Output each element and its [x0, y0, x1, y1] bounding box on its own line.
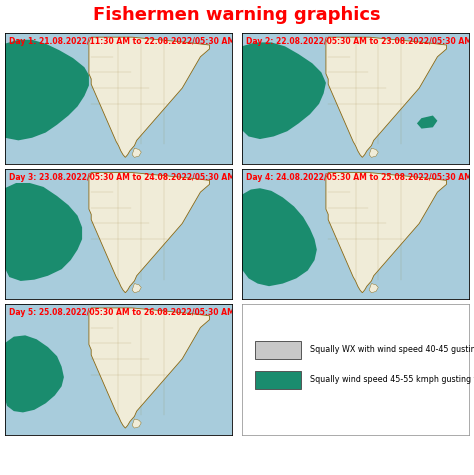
Polygon shape — [132, 148, 141, 157]
Text: Squally WX with wind speed 40-45 gusting to 55 kmph: Squally WX with wind speed 40-45 gusting… — [310, 345, 474, 354]
Polygon shape — [89, 172, 210, 293]
Polygon shape — [369, 148, 378, 157]
Text: Day 1: 21.08.2022/11:30 AM to 22.08.2022/05:30 AM: Day 1: 21.08.2022/11:30 AM to 22.08.2022… — [9, 37, 236, 46]
Text: Day 3: 23.08.2022/05:30 AM to 24.08.2022/05:30 AM: Day 3: 23.08.2022/05:30 AM to 24.08.2022… — [9, 172, 235, 181]
Polygon shape — [326, 37, 447, 157]
Polygon shape — [132, 284, 141, 293]
Polygon shape — [326, 172, 447, 293]
Text: Day 2: 22.08.2022/05:30 AM to 23.08.2022/05:30 AM: Day 2: 22.08.2022/05:30 AM to 23.08.2022… — [246, 37, 472, 46]
Polygon shape — [132, 419, 141, 428]
Polygon shape — [242, 42, 326, 139]
FancyBboxPatch shape — [255, 370, 301, 389]
Polygon shape — [5, 183, 82, 281]
Polygon shape — [5, 335, 64, 412]
Polygon shape — [242, 188, 317, 286]
Text: Day 5: 25.08.2022/05:30 AM to 26.08.2022/05:30 AM: Day 5: 25.08.2022/05:30 AM to 26.08.2022… — [9, 308, 235, 317]
Text: Day 4: 24.08.2022/05:30 AM to 25.08.2022/05:30 AM: Day 4: 24.08.2022/05:30 AM to 25.08.2022… — [246, 172, 472, 181]
Polygon shape — [5, 40, 89, 141]
Polygon shape — [417, 115, 438, 129]
Text: Fishermen warning graphics: Fishermen warning graphics — [93, 7, 381, 24]
Polygon shape — [89, 37, 210, 157]
Text: Squally wind speed 45-55 kmph gusting to 65 kmph: Squally wind speed 45-55 kmph gusting to… — [310, 375, 474, 384]
Polygon shape — [369, 284, 378, 293]
Polygon shape — [89, 308, 210, 428]
FancyBboxPatch shape — [255, 341, 301, 359]
